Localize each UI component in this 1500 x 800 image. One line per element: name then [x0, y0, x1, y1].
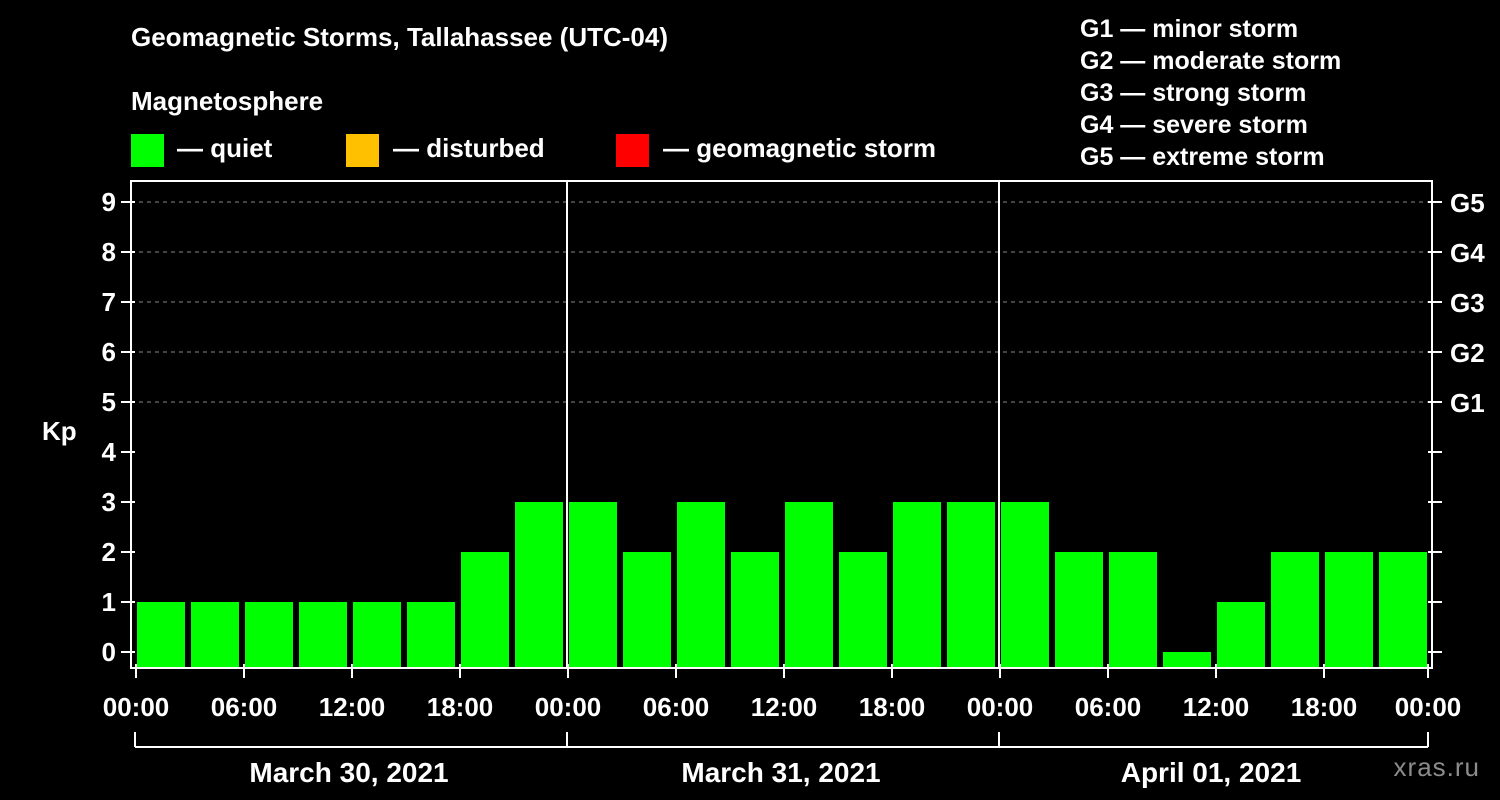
storm-scale-g1: G1 — minor storm — [1080, 15, 1299, 43]
right-axis-label: G4 — [1450, 238, 1485, 268]
bar — [407, 602, 455, 668]
right-axis-label: G1 — [1450, 388, 1485, 418]
right-axis-label: G5 — [1450, 188, 1485, 218]
bar — [515, 502, 563, 668]
legend-swatch-quiet — [131, 134, 164, 167]
y-tick-label: 1 — [102, 587, 116, 617]
bar — [623, 552, 671, 668]
legend-swatch-disturbed — [346, 134, 379, 167]
x-tick-label: 18:00 — [859, 692, 926, 722]
date-label: March 30, 2021 — [249, 757, 448, 788]
x-tick-label: 06:00 — [643, 692, 710, 722]
bar — [137, 602, 185, 668]
right-axis-label: G3 — [1450, 288, 1485, 318]
y-tick-label: 5 — [102, 387, 116, 417]
x-tick-label: 06:00 — [211, 692, 278, 722]
bar — [461, 552, 509, 668]
plot-frame — [130, 180, 1433, 669]
x-tick-label: 00:00 — [535, 692, 602, 722]
y-tick-label: 4 — [102, 437, 117, 467]
storm-scale-g4: G4 — severe storm — [1080, 111, 1308, 139]
x-tick-label: 00:00 — [1395, 692, 1462, 722]
bar — [245, 602, 293, 668]
bar — [1271, 552, 1319, 668]
chart-subtitle: Magnetosphere — [131, 86, 324, 116]
date-label: March 31, 2021 — [681, 757, 880, 788]
bar — [947, 502, 995, 668]
bar — [1217, 602, 1265, 668]
bar — [299, 602, 347, 668]
bar — [785, 502, 833, 668]
y-tick-label: 6 — [102, 337, 116, 367]
x-tick-label: 06:00 — [1075, 692, 1142, 722]
x-tick-label: 12:00 — [751, 692, 818, 722]
bar — [731, 552, 779, 668]
bar — [1325, 552, 1373, 668]
legend-label-quiet: — quiet — [177, 133, 273, 163]
bar — [1001, 502, 1049, 668]
bar — [353, 602, 401, 668]
bar — [893, 502, 941, 668]
bar — [839, 552, 887, 668]
y-tick-label: 8 — [102, 237, 116, 267]
right-axis-label: G2 — [1450, 338, 1485, 368]
y-tick-label: 3 — [102, 487, 116, 517]
y-tick-label: 2 — [102, 537, 116, 567]
storm-scale-g2: G2 — moderate storm — [1080, 47, 1342, 75]
bar — [1109, 552, 1157, 668]
legend-swatch-storm — [616, 134, 649, 167]
y-tick-label: 0 — [102, 637, 116, 667]
bar — [1163, 652, 1211, 668]
x-tick-label: 18:00 — [1291, 692, 1358, 722]
x-tick-label: 00:00 — [103, 692, 170, 722]
chart-title: Geomagnetic Storms, Tallahassee (UTC-04) — [131, 22, 669, 52]
y-axis-label: Kp — [42, 416, 77, 446]
y-tick-label: 7 — [102, 287, 116, 317]
bar — [1055, 552, 1103, 668]
legend-label-disturbed: — disturbed — [393, 133, 545, 163]
legend-label-storm: — geomagnetic storm — [663, 133, 937, 163]
storm-scale-g5: G5 — extreme storm — [1080, 143, 1325, 171]
x-tick-label: 12:00 — [319, 692, 386, 722]
y-tick-label: 9 — [102, 187, 116, 217]
bar — [569, 502, 617, 668]
x-tick-label: 00:00 — [967, 692, 1034, 722]
date-label: April 01, 2021 — [1121, 757, 1302, 788]
bar — [191, 602, 239, 668]
x-tick-label: 12:00 — [1183, 692, 1250, 722]
bar — [677, 502, 725, 668]
watermark: xras.ru — [1393, 752, 1480, 782]
x-tick-label: 18:00 — [427, 692, 494, 722]
storm-scale-g3: G3 — strong storm — [1080, 79, 1307, 107]
bar — [1379, 552, 1427, 668]
